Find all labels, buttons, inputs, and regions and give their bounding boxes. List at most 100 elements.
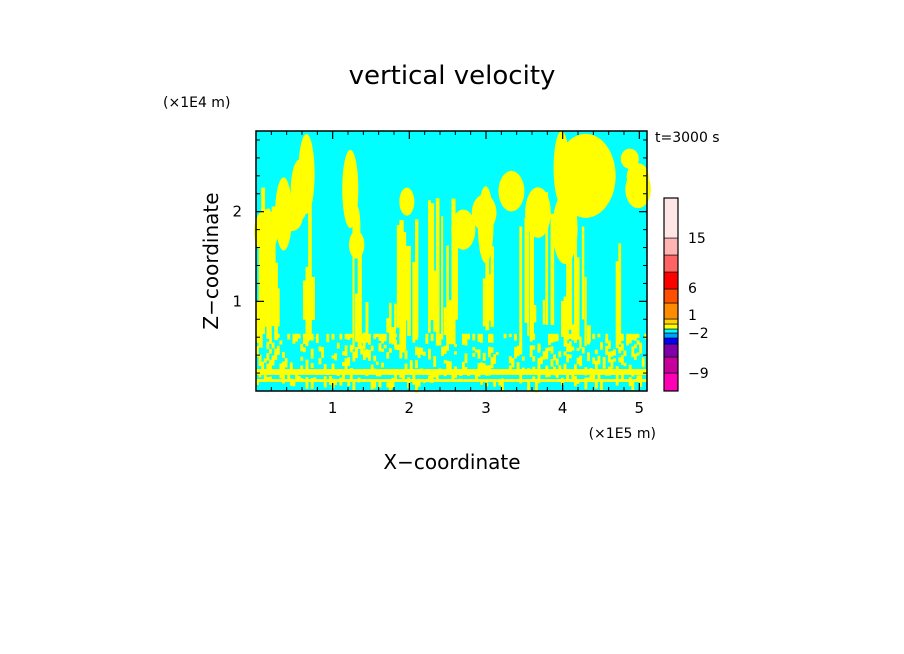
updraft-cell <box>396 344 400 351</box>
updraft-cell <box>571 346 575 351</box>
updraft-cell <box>381 348 384 352</box>
updraft-cell <box>279 374 283 379</box>
plot-frame <box>255 130 648 392</box>
updraft-cell <box>631 333 635 341</box>
updraft-region <box>485 228 490 331</box>
updraft-cell <box>282 374 285 384</box>
updraft-cell <box>305 359 309 372</box>
updraft-cell <box>404 363 408 371</box>
updraft-cell <box>620 343 624 351</box>
updraft-cell <box>628 364 632 371</box>
updraft-cell <box>310 363 314 368</box>
updraft-region <box>388 302 392 344</box>
x-axis-label: X−coordinate <box>383 450 520 474</box>
colorbar-tick-label: 1 <box>688 308 697 324</box>
updraft-cell <box>641 357 645 368</box>
updraft-cell <box>266 333 270 337</box>
updraft-cell <box>339 333 343 340</box>
updraft-cell <box>498 380 502 386</box>
updraft-region <box>415 219 419 337</box>
updraft-cell <box>276 333 280 338</box>
updraft-region <box>527 210 530 337</box>
updraft-cell <box>388 348 392 353</box>
updraft-cell <box>394 339 398 350</box>
updraft-region <box>568 223 573 330</box>
updraft-cell <box>620 333 624 341</box>
updraft-region <box>428 200 431 333</box>
colorbar-swatch <box>663 197 679 239</box>
updraft-region <box>519 226 523 351</box>
updraft-cell <box>261 361 265 373</box>
colorbar-swatch <box>663 237 679 256</box>
updraft-cell <box>263 358 267 363</box>
updraft-cell <box>605 345 609 356</box>
colorbar-tick-label: −9 <box>688 366 709 382</box>
updraft-cell <box>352 351 356 362</box>
updraft-region <box>545 192 549 325</box>
updraft-cell <box>422 351 426 356</box>
updraft-cell <box>633 353 637 360</box>
updraft-region <box>584 276 587 347</box>
updraft-cell <box>545 347 549 360</box>
updraft-cell <box>357 333 361 340</box>
updraft-cell <box>487 346 491 358</box>
y-tick-label: 1 <box>232 292 242 310</box>
updraft-cell <box>318 358 322 365</box>
updraft-cell <box>443 345 447 354</box>
updraft-cell <box>521 356 525 361</box>
updraft-region <box>269 216 272 342</box>
updraft-cell <box>454 343 457 348</box>
updraft-cell <box>516 345 520 357</box>
updraft-cell <box>474 372 478 382</box>
updraft-cell <box>305 376 309 389</box>
updraft-cell <box>613 349 616 356</box>
updraft-region <box>550 213 555 326</box>
updraft-region <box>451 209 476 250</box>
updraft-region <box>355 293 360 342</box>
updraft-cell <box>602 356 606 369</box>
updraft-cell <box>378 343 382 352</box>
updraft-cell <box>553 333 557 342</box>
plot-area <box>254 130 651 393</box>
x-tick-label: 2 <box>405 399 415 417</box>
updraft-region <box>394 303 397 329</box>
boundary-layer-band <box>256 379 647 382</box>
updraft-cell <box>495 351 499 355</box>
updraft-region <box>626 163 649 191</box>
updraft-region <box>542 299 546 325</box>
updraft-cell <box>344 345 348 357</box>
x-tick-label: 1 <box>328 399 338 417</box>
updraft-cell <box>430 333 434 341</box>
updraft-cell <box>576 347 580 352</box>
updraft-cell <box>579 355 583 367</box>
updraft-region <box>357 237 362 349</box>
updraft-cell <box>349 333 353 338</box>
updraft-cell <box>490 333 494 343</box>
updraft-region <box>399 187 415 216</box>
updraft-cell <box>323 364 327 371</box>
updraft-region <box>443 307 447 336</box>
updraft-cell <box>532 333 536 340</box>
updraft-region <box>404 246 409 321</box>
updraft-cell <box>266 363 270 372</box>
updraft-region <box>308 185 312 341</box>
colorbar-swatch <box>663 343 679 358</box>
updraft-cell <box>399 374 403 378</box>
updraft-cell <box>534 381 538 393</box>
colorbar-swatch <box>663 332 679 339</box>
updraft-cell <box>425 333 429 344</box>
updraft-cell <box>295 370 298 382</box>
updraft-cell <box>576 357 580 365</box>
x-tick-label: 5 <box>635 399 645 417</box>
updraft-cell <box>532 355 536 362</box>
updraft-cell <box>610 359 614 369</box>
updraft-cell <box>300 343 304 352</box>
updraft-cell <box>628 333 632 344</box>
updraft-cell <box>256 380 259 386</box>
updraft-region <box>266 208 271 339</box>
updraft-region <box>386 318 390 333</box>
updraft-cell <box>428 348 431 360</box>
updraft-region <box>276 288 280 327</box>
updraft-cell <box>537 343 541 353</box>
